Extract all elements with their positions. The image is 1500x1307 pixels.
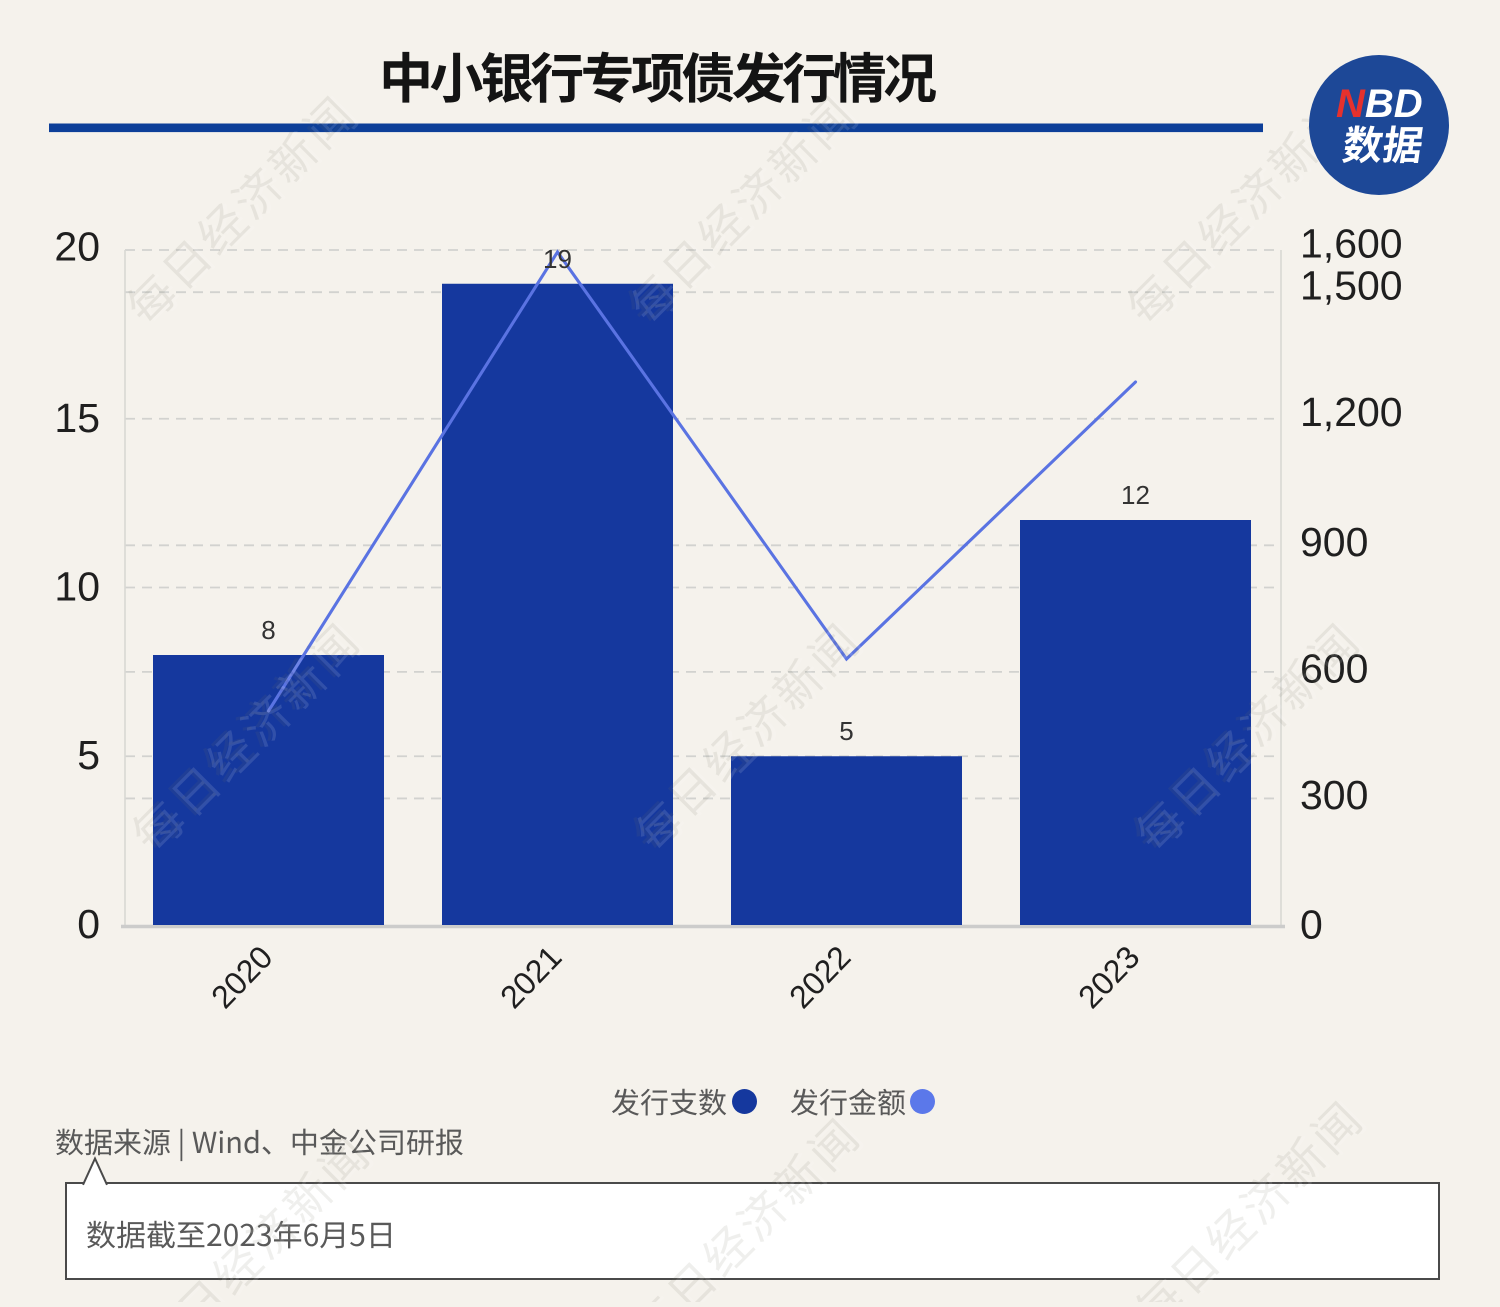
svg-text:300: 300 <box>1300 772 1368 818</box>
svg-text:10: 10 <box>54 564 100 610</box>
svg-text:20: 20 <box>54 224 100 270</box>
svg-text:0: 0 <box>77 901 100 947</box>
svg-text:NBD: NBD <box>1336 82 1423 126</box>
svg-text:1,600: 1,600 <box>1300 221 1403 267</box>
svg-text:1,500: 1,500 <box>1300 263 1403 309</box>
svg-text:15: 15 <box>54 395 100 441</box>
svg-text:5: 5 <box>77 732 100 778</box>
svg-text:900: 900 <box>1300 519 1368 565</box>
svg-text:8: 8 <box>261 615 275 645</box>
svg-text:1,200: 1,200 <box>1300 389 1403 435</box>
svg-text:12: 12 <box>1121 480 1150 510</box>
svg-text:5: 5 <box>839 716 853 746</box>
svg-text:19: 19 <box>543 244 572 274</box>
svg-text:0: 0 <box>1300 902 1323 948</box>
